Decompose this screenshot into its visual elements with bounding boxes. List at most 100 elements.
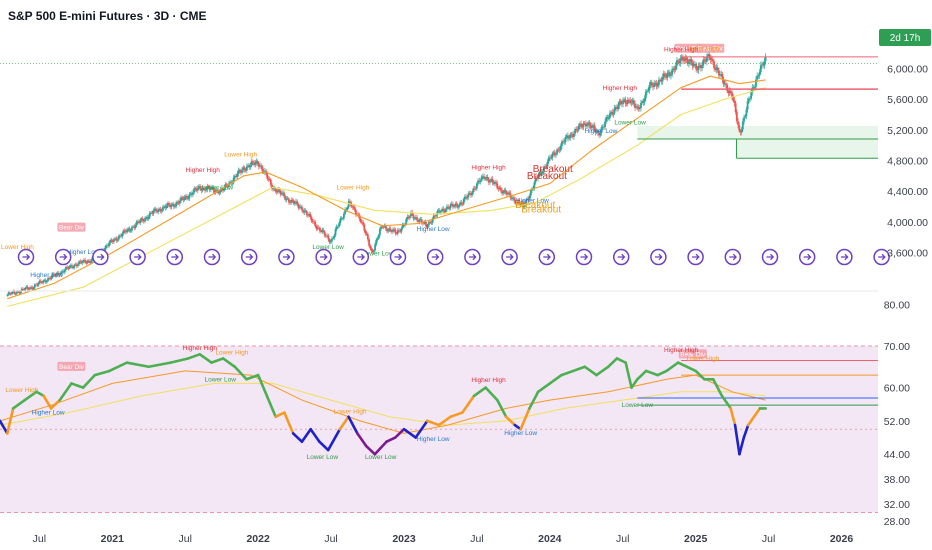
candle: [553, 152, 556, 156]
annotation-label: Bear Div: [680, 351, 706, 358]
candle: [74, 264, 77, 266]
candle: [256, 161, 259, 164]
candle: [759, 65, 762, 73]
annotation-label: Lower High: [1, 244, 34, 251]
event-marker-icon[interactable]: [612, 248, 630, 266]
candle: [148, 212, 151, 217]
candle: [505, 193, 508, 195]
candle: [686, 59, 689, 65]
event-marker-arrow: [692, 253, 700, 261]
candle: [363, 224, 366, 231]
rsi-line-segment: [402, 427, 417, 439]
rsi-line-segment: [364, 444, 377, 456]
event-marker-icon[interactable]: [650, 248, 667, 266]
candle: [109, 240, 112, 243]
candle: [393, 229, 396, 231]
candle: [679, 58, 682, 64]
rsi-line-segment: [169, 357, 190, 364]
price-axis[interactable]: 6,400.006,000.005,600.005,200.004,800.00…: [887, 33, 928, 260]
rsi-line-segment: [449, 411, 464, 419]
candle: [637, 106, 640, 109]
candle: [716, 67, 719, 71]
annotation-label: Breakout: [521, 205, 561, 216]
event-marker-icon[interactable]: [687, 248, 704, 266]
event-marker-icon[interactable]: [315, 248, 332, 266]
candle: [274, 188, 277, 192]
event-marker-icon[interactable]: [538, 248, 556, 266]
event-marker-icon[interactable]: [92, 248, 109, 266]
event-marker-icon[interactable]: [17, 248, 35, 266]
event-marker-icon[interactable]: [166, 248, 184, 266]
event-marker-icon[interactable]: [54, 248, 72, 266]
candle: [366, 234, 369, 240]
event-marker-icon[interactable]: [352, 248, 370, 266]
candle: [711, 59, 714, 62]
event-marker-icon[interactable]: [873, 248, 890, 266]
event-marker-icon[interactable]: [129, 248, 146, 266]
rsi-ema-fast-line: [0, 370, 766, 434]
candle: [739, 130, 742, 133]
candle: [420, 219, 423, 223]
annotation-label: Lower High: [334, 408, 367, 415]
candle: [55, 273, 58, 276]
candle: [29, 287, 31, 290]
candle: [509, 193, 512, 198]
candle: [317, 227, 320, 229]
time-axis[interactable]: Jul 2021 Jul 2022 Jul 2023 Jul 2024 Jul 2025 Jul 20…: [33, 533, 854, 545]
candle: [607, 118, 610, 119]
candle: [213, 190, 216, 193]
price-badge-label: 2d 17h: [890, 33, 921, 44]
candle: [617, 105, 620, 110]
candle: [734, 103, 737, 112]
candle: [205, 189, 208, 191]
candle: [164, 206, 167, 209]
rsi-line-segment: [644, 369, 660, 377]
candle: [136, 221, 139, 223]
candle: [699, 65, 702, 69]
candle: [713, 61, 715, 69]
candle: [714, 68, 717, 70]
candle: [30, 287, 33, 289]
candle: [510, 197, 513, 199]
event-marker-icon[interactable]: [761, 248, 779, 266]
rsi-axis[interactable]: 80.00 70.00 60.00 52.00 44.00 38.00 32.00 28.00: [884, 299, 910, 528]
event-marker-icon[interactable]: [464, 248, 481, 266]
candle: [758, 72, 761, 76]
candle: [417, 220, 420, 222]
annotation-label: Higher High: [471, 165, 506, 172]
candle: [150, 212, 152, 214]
rsi-line-segment: [81, 373, 97, 389]
event-marker-icon[interactable]: [426, 248, 444, 266]
candle: [253, 162, 255, 165]
candle: [255, 161, 258, 163]
candle: [123, 230, 126, 232]
time-tick-label: Jul: [762, 533, 775, 545]
event-marker-icon[interactable]: [501, 248, 518, 266]
candle: [314, 221, 317, 226]
event-marker-icon[interactable]: [203, 248, 221, 266]
event-marker-icon[interactable]: [575, 248, 593, 266]
ema-slow-line: [7, 87, 766, 307]
event-marker-icon[interactable]: [278, 248, 295, 266]
rsi-line-segment: [694, 369, 706, 381]
candle: [251, 161, 254, 163]
event-marker-icon[interactable]: [240, 248, 258, 266]
price-tick-label: 5,600.00: [887, 94, 928, 106]
candle: [567, 135, 569, 139]
rsi-line-segment: [42, 394, 53, 410]
event-marker-icon[interactable]: [836, 248, 853, 266]
candle: [105, 245, 108, 247]
candle: [691, 62, 694, 67]
candle: [429, 221, 432, 223]
event-marker-icon[interactable]: [389, 248, 407, 266]
candle: [496, 183, 499, 189]
candle: [583, 123, 586, 125]
event-marker-arrow: [506, 253, 514, 261]
candle: [578, 123, 581, 126]
event-marker-icon[interactable]: [724, 248, 742, 266]
event-marker-icon[interactable]: [798, 248, 816, 266]
event-marker-arrow: [59, 253, 68, 261]
